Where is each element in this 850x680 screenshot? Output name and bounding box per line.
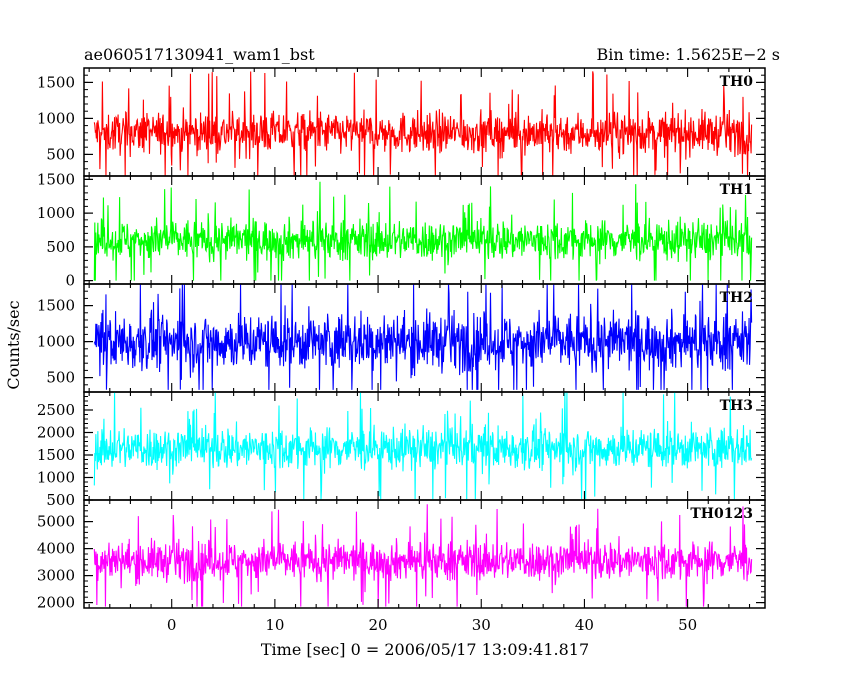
x-tick-label: 30 [472,616,491,634]
y-tick-label: 2500 [37,401,75,419]
bin-time-label: Bin time: 1.5625E−2 s [597,45,780,64]
series-line-th1 [93,181,753,281]
y-tick-label: 500 [46,369,75,387]
y-tick-label: 1000 [37,333,75,351]
y-tick-label: 0 [65,272,75,290]
y-tick-label: 4000 [37,540,75,558]
y-tick-label: 1500 [37,297,75,315]
y-tick-label: 500 [46,491,75,509]
y-tick-label: 1500 [37,446,75,464]
y-tick-label: 1000 [37,204,75,222]
x-tick-label: 50 [678,616,697,634]
y-tick-label: 1500 [37,170,75,188]
y-tick-label: 500 [46,238,75,256]
series-line-th0123 [93,504,753,607]
x-tick-label: 40 [575,616,594,634]
x-tick-label: 10 [265,616,284,634]
panel-th2: 500 1000 1500 TH2 [37,283,766,393]
y-tick-label: 500 [46,145,75,163]
panel-label: TH1 [720,182,753,198]
y-tick-label: 1000 [37,109,75,127]
panel-label: TH3 [720,398,753,414]
panel-th0123: 2000 3000 4000 5000 TH0123 [37,499,766,612]
series-line-th3 [93,392,753,500]
panel-label: TH0123 [690,506,753,522]
panel-th1: 0 500 1000 1500 TH1 [37,170,766,290]
series-line-th0 [93,71,753,176]
panel-label: TH0 [720,74,754,90]
x-tick-label: 0 [167,616,177,634]
series-line-th2 [93,284,753,390]
x-tick-label: 20 [369,616,388,634]
chart-title: ae060517130941_wam1_bst [84,45,315,64]
y-tick-label: 1000 [37,469,75,487]
y-tick-label: 3000 [37,567,75,585]
panel-th3: 500 1000 1500 2000 2500 TH3 [37,391,766,509]
x-axis-label: Time [sec] 0 = 2006/05/17 13:09:41.817 [261,640,589,659]
y-axis-label: Counts/sec [4,300,23,389]
panel-label: TH2 [720,290,753,306]
y-tick-label: 2000 [37,594,75,612]
y-tick-label: 5000 [37,513,75,531]
panel-th0: 500 1000 1500 TH0 [37,67,766,177]
y-tick-label: 1500 [37,73,75,91]
y-tick-label: 2000 [37,424,75,442]
